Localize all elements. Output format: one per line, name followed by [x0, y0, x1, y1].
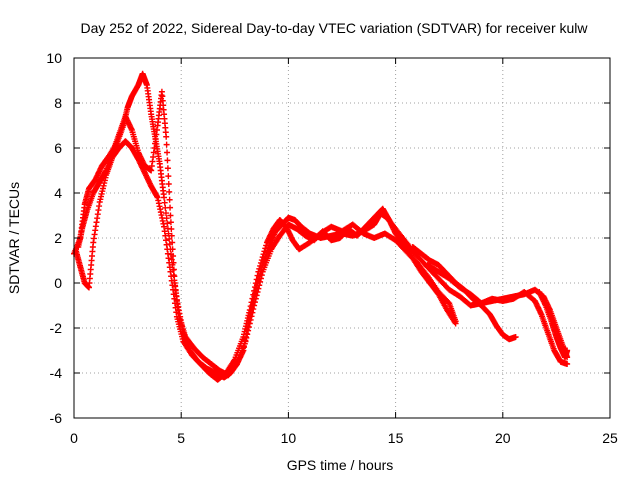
data-marks — [71, 70, 571, 383]
data-point-plus — [251, 284, 258, 291]
data-point-plus — [164, 165, 171, 172]
x-tick-label: 20 — [495, 430, 511, 446]
data-point-plus — [161, 194, 168, 201]
data-point-plus — [258, 257, 265, 264]
data-point-plus — [164, 157, 171, 164]
data-point-plus — [243, 334, 250, 341]
data-point-plus — [166, 235, 173, 242]
data-point-plus — [165, 181, 172, 187]
data-point-plus — [254, 289, 261, 295]
data-point-plus — [257, 259, 264, 266]
data-point-plus — [170, 266, 177, 273]
data-point-plus — [171, 273, 178, 280]
axis-ticks — [73, 57, 611, 419]
x-tick-label: 15 — [388, 430, 404, 446]
data-point-plus — [255, 285, 262, 292]
y-tick-label: -2 — [50, 320, 63, 336]
data-point-plus — [168, 256, 175, 263]
y-tick-label: 6 — [54, 140, 62, 156]
data-series — [536, 289, 571, 361]
data-point-plus — [166, 188, 173, 195]
data-point-plus — [244, 331, 251, 338]
data-point-plus — [245, 324, 252, 331]
data-point-plus — [251, 287, 258, 294]
data-point-plus — [168, 232, 175, 239]
data-point-plus — [233, 362, 240, 369]
data-point-plus — [167, 204, 174, 211]
data-point-plus — [249, 309, 256, 316]
data-point-plus — [256, 282, 263, 289]
data-series — [71, 70, 571, 381]
chart-title: Day 252 of 2022, Sidereal Day-to-day VTE… — [80, 20, 588, 36]
data-point-plus — [252, 280, 259, 287]
data-point-plus — [564, 361, 571, 367]
x-tick-label: 0 — [70, 430, 78, 446]
y-tick-labels: -6 -4 -2 0 2 4 6 8 10 — [46, 50, 62, 426]
y-axis-label: SDTVAR / TECUs — [6, 182, 22, 294]
y-tick-label: 4 — [54, 185, 62, 201]
data-point-plus — [170, 253, 177, 259]
data-point-plus — [247, 316, 254, 323]
y-tick-label: 2 — [54, 230, 62, 246]
data-point-plus — [162, 210, 169, 217]
data-point-plus — [245, 327, 252, 334]
data-point-plus — [258, 272, 265, 279]
data-point-plus — [252, 295, 259, 302]
data-point-plus — [257, 262, 264, 269]
data-point-plus — [169, 239, 176, 246]
data-point-plus — [165, 173, 172, 180]
data-point-plus — [167, 219, 174, 226]
x-tick-label: 25 — [602, 430, 618, 446]
data-point-plus — [166, 196, 173, 203]
data-point-plus — [163, 133, 170, 140]
data-point-plus — [260, 251, 267, 258]
y-tick-label: 10 — [46, 50, 62, 66]
data-point-plus — [164, 149, 171, 156]
data-point-plus — [251, 299, 258, 306]
data-point-plus — [259, 254, 266, 261]
data-point-plus — [248, 313, 255, 320]
y-tick-label: -6 — [50, 410, 63, 426]
data-point-plus — [242, 338, 249, 345]
y-tick-label: 0 — [54, 275, 62, 291]
data-point-plus — [170, 259, 177, 266]
data-point-plus — [253, 292, 260, 299]
data-point-plus — [257, 278, 264, 285]
data-point-plus — [250, 306, 257, 313]
data-series — [424, 262, 571, 367]
data-point-plus — [261, 248, 268, 255]
data-point-plus — [251, 302, 258, 309]
data-point-plus — [262, 245, 269, 252]
data-point-plus — [257, 275, 264, 282]
data-point-plus — [163, 141, 170, 148]
data-point-plus — [168, 226, 175, 232]
x-tick-label: 5 — [177, 430, 185, 446]
data-point-plus — [253, 276, 260, 283]
data-point-plus — [167, 212, 174, 219]
x-axis-label: GPS time / hours — [287, 457, 394, 473]
data-point-plus — [452, 320, 459, 327]
data-point-plus — [263, 242, 270, 249]
y-tick-label: 8 — [54, 95, 62, 111]
data-point-plus — [564, 347, 571, 354]
data-series — [75, 88, 459, 379]
data-point-plus — [512, 334, 519, 340]
y-tick-label: -4 — [50, 365, 63, 381]
data-point-plus — [246, 320, 253, 327]
data-point-plus — [161, 199, 168, 206]
data-point-plus — [169, 246, 176, 253]
data-point-plus — [165, 230, 172, 237]
x-tick-label: 10 — [281, 430, 297, 446]
x-tick-labels: 0 5 10 15 20 25 — [70, 430, 618, 446]
